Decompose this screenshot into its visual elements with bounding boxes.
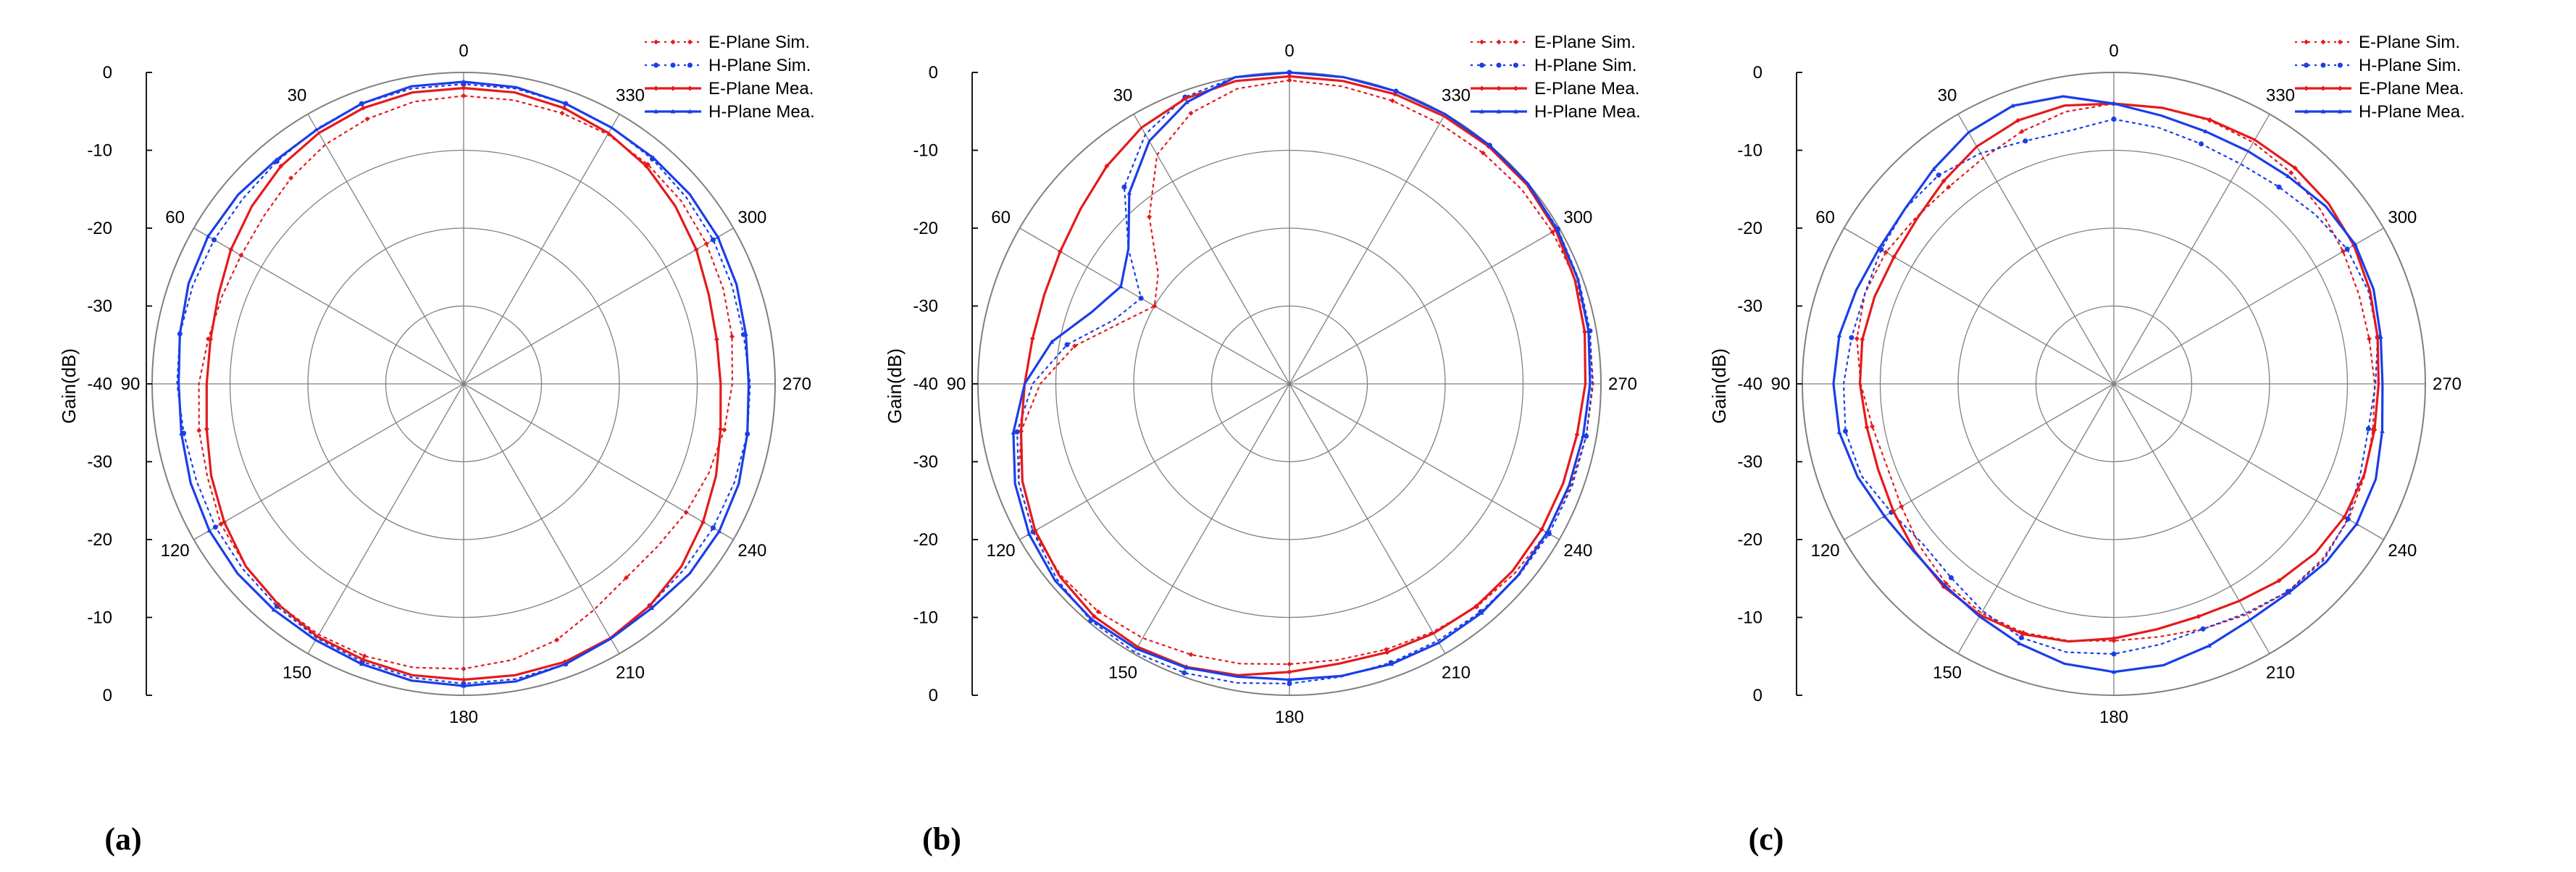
radial-tick-label: -10 [1737, 141, 1762, 161]
radial-tick-label: -30 [1737, 453, 1762, 472]
legend-label-hplane_mea: H-Plane Mea. [1534, 102, 1641, 122]
radial-tick-label: 0 [929, 63, 938, 83]
angle-tick-300: 300 [1563, 208, 1592, 227]
legend-label-hplane_sim: H-Plane Sim. [708, 56, 811, 75]
radial-tick-label: -30 [913, 453, 938, 472]
angle-tick-240: 240 [1563, 541, 1592, 561]
radial-tick-label: -20 [913, 219, 938, 238]
angle-tick-30: 30 [288, 86, 307, 106]
angle-tick-210: 210 [616, 663, 645, 682]
angle-tick-240: 240 [2388, 541, 2417, 561]
gain-axis-label: Gain(dB) [1708, 348, 1731, 424]
radial-tick-label: -40 [913, 374, 938, 394]
angle-tick-60: 60 [165, 208, 185, 227]
gain-axis-label: Gain(dB) [58, 348, 80, 424]
angle-tick-120: 120 [161, 541, 190, 561]
angle-tick-180: 180 [449, 708, 478, 727]
angle-tick-60: 60 [991, 208, 1011, 227]
angle-tick-210: 210 [1442, 663, 1471, 682]
legend-label-eplane_sim: E-Plane Sim. [708, 33, 810, 52]
panel-c: 0 30 60 90 120 150 180 210 240 270 300 330 0 -10 -20 -3… [1694, 22, 2519, 775]
angle-tick-330: 330 [616, 86, 645, 106]
angle-tick-270: 270 [1608, 374, 1637, 394]
angle-tick-60: 60 [1815, 208, 1835, 227]
angle-tick-240: 240 [737, 541, 766, 561]
angle-tick-330: 330 [2266, 86, 2295, 106]
radial-tick-label: 0 [103, 686, 112, 705]
radial-tick-label: 0 [103, 63, 112, 83]
legend-label-hplane_mea: H-Plane Mea. [2359, 102, 2465, 122]
radial-tick-label: 0 [1753, 63, 1762, 83]
gain-axis-label: Gain(dB) [884, 348, 906, 424]
legend: E-Plane Sim. H-Plane Sim. E-Plane Mea. H-Pl… [2295, 33, 2465, 122]
angle-tick-120: 120 [1811, 541, 1840, 561]
angle-tick-30: 30 [1938, 86, 1957, 106]
radial-tick-label: -40 [1737, 374, 1762, 394]
radial-tick-label: -30 [87, 297, 112, 316]
caption-c: (c) [1737, 821, 1795, 858]
angle-tick-210: 210 [2266, 663, 2295, 682]
legend-label-eplane_sim: E-Plane Sim. [2359, 33, 2460, 52]
radial-tick-label: -20 [1737, 530, 1762, 550]
angle-tick-90: 90 [121, 374, 141, 394]
angle-tick-90: 90 [947, 374, 966, 394]
radial-tick-label: -30 [913, 297, 938, 316]
polar-plot-a: 0 30 60 90 120 150 180 210 240 270 300 330 0 -10 -20 -3… [43, 22, 869, 775]
angle-tick-0: 0 [2109, 41, 2118, 61]
legend-label-eplane_mea: E-Plane Mea. [1534, 79, 1639, 98]
polar-plot-c: 0 30 60 90 120 150 180 210 240 270 300 330 0 -10 -20 -3… [1694, 22, 2519, 775]
radial-tick-label: -10 [1737, 608, 1762, 628]
radial-tick-label: -40 [87, 374, 112, 394]
legend-label-eplane_mea: E-Plane Mea. [708, 79, 814, 98]
angle-tick-270: 270 [782, 374, 811, 394]
angle-tick-300: 300 [737, 208, 766, 227]
caption-b: (b) [913, 821, 971, 858]
angle-tick-30: 30 [1113, 86, 1133, 106]
radial-tick-label: -30 [1737, 297, 1762, 316]
caption-a: (a) [94, 821, 152, 858]
radial-tick-label: -10 [87, 141, 112, 161]
angle-tick-120: 120 [987, 541, 1016, 561]
angle-tick-150: 150 [283, 663, 311, 682]
legend-label-hplane_mea: H-Plane Mea. [708, 102, 815, 122]
legend-label-hplane_sim: H-Plane Sim. [2359, 56, 2461, 75]
panel-a: 0 30 60 90 120 150 180 210 240 270 300 330 0 -10 -20 -3… [43, 22, 869, 775]
angle-tick-150: 150 [1933, 663, 1962, 682]
legend-label-hplane_sim: H-Plane Sim. [1534, 56, 1636, 75]
angle-tick-150: 150 [1108, 663, 1137, 682]
legend: E-Plane Sim. H-Plane Sim. E-Plane Mea. H-Pl… [1471, 33, 1641, 122]
angle-tick-300: 300 [2388, 208, 2417, 227]
radial-tick-label: -20 [1737, 219, 1762, 238]
radial-tick-label: -20 [87, 219, 112, 238]
radiation-pattern-figure: 03060901201501802102402703003300-10-20-3… [0, 0, 2576, 872]
angle-tick-330: 330 [1442, 86, 1471, 106]
angle-tick-270: 270 [2433, 374, 2462, 394]
radial-tick-label: -10 [87, 608, 112, 628]
radial-tick-label: 0 [929, 686, 938, 705]
panel-b: 0 30 60 90 120 150 180 210 240 270 300 330 0 -10 -20 -3… [869, 22, 1695, 775]
radial-tick-label: -10 [913, 141, 938, 161]
radial-tick-label: -10 [913, 608, 938, 628]
angle-tick-90: 90 [1771, 374, 1791, 394]
radial-tick-label: -20 [913, 530, 938, 550]
legend-label-eplane_sim: E-Plane Sim. [1534, 33, 1636, 52]
polar-plot-b: 0 30 60 90 120 150 180 210 240 270 300 330 0 -10 -20 -3… [869, 22, 1695, 775]
radial-tick-label: -20 [87, 530, 112, 550]
legend-label-eplane_mea: E-Plane Mea. [2359, 79, 2464, 98]
radial-tick-label: -30 [87, 453, 112, 472]
angle-tick-0: 0 [459, 41, 468, 61]
angle-tick-0: 0 [1284, 41, 1294, 61]
angle-tick-180: 180 [2099, 708, 2128, 727]
angle-tick-180: 180 [1275, 708, 1304, 727]
legend: E-Plane Sim. H-Plane Sim. E-Plane Mea. H-Pl… [645, 33, 815, 122]
radial-tick-label: 0 [1753, 686, 1762, 705]
